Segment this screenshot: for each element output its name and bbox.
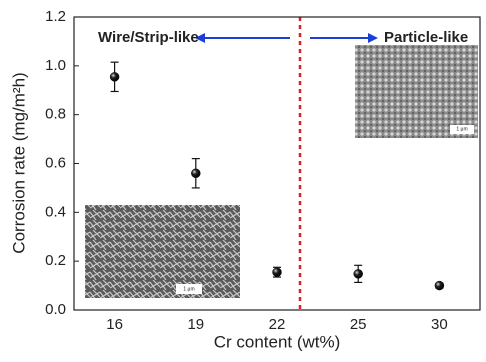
y-tick-label: 0.0: [45, 301, 66, 318]
point: [191, 169, 200, 178]
x-axis-label: Cr content (wt%): [214, 332, 341, 351]
scale-label: 1 μm: [183, 286, 194, 292]
x-tick-label: 25: [350, 316, 367, 333]
sem-image-wire: [85, 205, 240, 298]
y-tick-label: 0.4: [45, 203, 66, 220]
y-tick-label: 0.2: [45, 252, 66, 269]
sem-image-particle: [355, 45, 478, 138]
point: [435, 281, 444, 290]
x-tick-label: 22: [269, 316, 286, 333]
chart: Wire/Strip-like Particle-like 1 μm 1 μm …: [0, 0, 486, 357]
x-tick-label: 19: [187, 316, 204, 333]
point: [354, 269, 363, 278]
y-tick-label: 1.0: [45, 57, 66, 74]
point: [110, 72, 119, 81]
y-tick-label: 0.6: [45, 154, 66, 171]
arrow-head: [368, 33, 378, 43]
x-tick-label: 30: [431, 316, 448, 333]
annotation: Wire/Strip-like: [98, 29, 199, 46]
x-tick-label: 16: [106, 316, 123, 333]
y-tick-label: 0.8: [45, 106, 66, 123]
annotation: Particle-like: [384, 29, 468, 46]
y-axis-label: Corrosion rate (mg/m²h): [9, 72, 28, 253]
y-tick-label: 1.2: [45, 8, 66, 25]
point: [273, 268, 282, 277]
scale-label: 1 μm: [456, 126, 467, 132]
